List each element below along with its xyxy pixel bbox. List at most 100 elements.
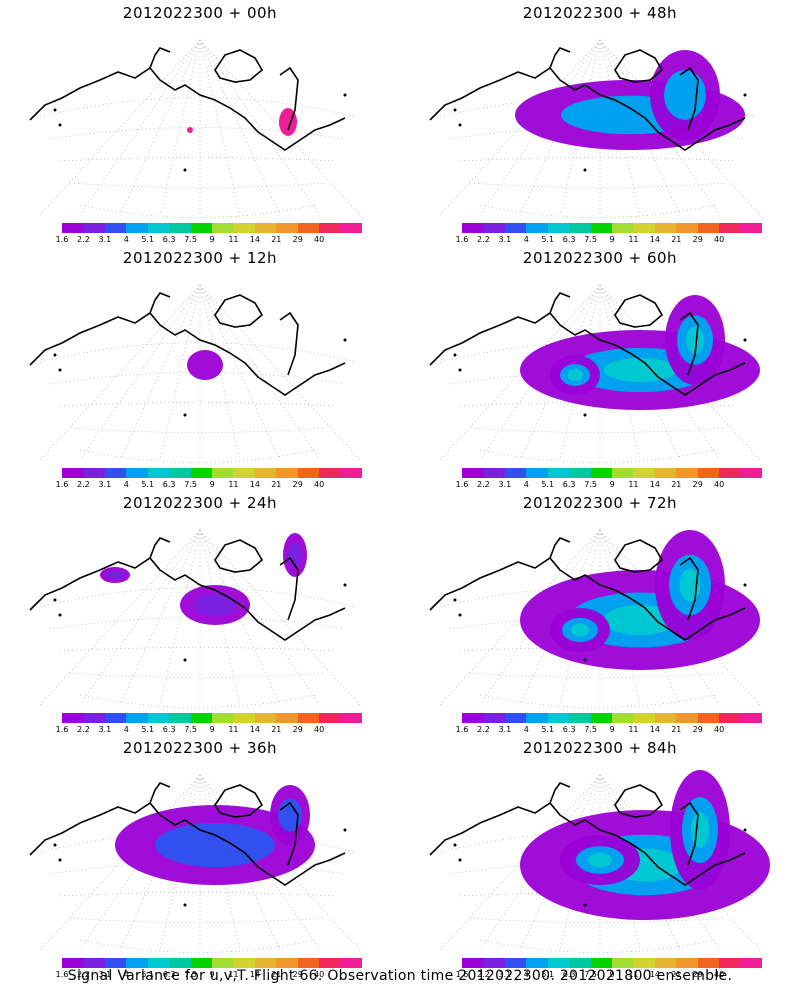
colorbar-swatch — [654, 223, 677, 233]
latitude-line — [69, 672, 326, 678]
island — [583, 658, 587, 662]
colorbar-swatch — [126, 713, 148, 723]
colorbar-swatch — [169, 468, 191, 478]
colorbar — [62, 468, 362, 478]
colorbar-tick-label: 4 — [523, 235, 529, 244]
island — [453, 598, 457, 602]
colorbar-swatch — [697, 223, 720, 233]
longitude-line — [79, 284, 201, 461]
colorbar-tick-label: 29 — [292, 235, 303, 244]
colorbar-tick-label: 1.6 — [455, 480, 469, 489]
colorbar — [62, 223, 362, 233]
colorbar-swatch — [319, 468, 341, 478]
colorbar-swatch — [211, 468, 234, 478]
latitude-line — [79, 449, 316, 463]
colorbar-swatch — [590, 468, 612, 478]
colorbar-swatch — [104, 468, 127, 478]
colorbar-tick-label: 7.5 — [184, 235, 197, 244]
latitude-line — [479, 694, 716, 708]
latitude-line — [79, 939, 316, 953]
colorbar-tick-label: 21 — [671, 970, 682, 979]
colorbar-tick-label: 6.3 — [562, 725, 576, 734]
colorbar-swatch — [340, 468, 362, 478]
colorbar-tick-label: 14 — [249, 725, 260, 734]
colorbar-swatch — [233, 713, 255, 723]
colorbar-swatch — [233, 958, 255, 968]
colorbar-swatch — [697, 958, 720, 968]
colorbar-tick-label: 14 — [649, 235, 660, 244]
colorbar-tick-label: 4 — [123, 970, 129, 979]
panel-24h: 2012022300 + 24h 1.6 2.2 3.1 4 5.1 6.3 7.5 9 11 1… — [0, 490, 400, 735]
island — [583, 168, 587, 172]
island — [58, 123, 62, 127]
island — [458, 858, 462, 862]
colorbar-swatch — [83, 958, 105, 968]
colorbar-swatch — [254, 468, 277, 478]
colorbar-tick-label: 7.5 — [184, 725, 197, 734]
colorbar-tick-label: 5.1 — [541, 235, 555, 244]
colorbar-tick-label: 9 — [209, 235, 215, 244]
colorbar-swatch — [340, 958, 362, 968]
colorbar-swatch — [590, 223, 612, 233]
colorbar-swatch — [190, 713, 212, 723]
colorbar-swatch — [190, 223, 212, 233]
colorbar-swatch — [104, 223, 127, 233]
colorbar-tick-label: 14 — [249, 970, 260, 979]
colorbar-swatch — [147, 223, 170, 233]
variance-peak — [571, 623, 589, 637]
latitude-line — [79, 694, 316, 708]
colorbar-swatch — [340, 713, 362, 723]
variance-core — [664, 70, 706, 120]
colorbar-tick-label: 14 — [249, 480, 260, 489]
colorbar-swatch — [104, 713, 127, 723]
variance-peak — [691, 812, 709, 848]
colorbar-tick-label: 40 — [714, 725, 725, 734]
variance-core — [155, 823, 275, 867]
map — [429, 39, 761, 218]
figure-caption: Signal Variance for u,v,T. Flight 66. Ob… — [67, 968, 733, 984]
colorbar-swatch — [740, 468, 762, 478]
longitude-line — [199, 284, 321, 461]
longitude-line — [119, 284, 201, 461]
longitude-line — [199, 284, 281, 461]
island — [453, 843, 457, 847]
panel-48h: 2012022300 + 48h 1.6 2.2 3.1 4 5.1 6.3 7.5 9 11 1… — [400, 0, 800, 245]
colorbar-tick-label: 4 — [123, 235, 129, 244]
longitude-line — [39, 39, 201, 216]
colorbar-swatch — [547, 468, 570, 478]
colorbar-swatch — [611, 223, 634, 233]
colorbar-tick-label: 5.1 — [141, 725, 155, 734]
colorbar-swatch — [697, 468, 720, 478]
colorbar-swatch — [169, 223, 191, 233]
colorbar-swatch — [126, 223, 148, 233]
colorbar-tick-label: 40 — [314, 970, 325, 979]
longitude-line — [599, 529, 721, 706]
colorbar-swatch — [504, 958, 527, 968]
colorbar-swatch — [633, 713, 655, 723]
island — [743, 338, 747, 342]
island — [58, 613, 62, 617]
colorbar-tick-label: 11 — [228, 970, 239, 979]
island — [183, 658, 187, 662]
colorbar-swatch — [276, 468, 298, 478]
coastline — [429, 292, 746, 396]
colorbar-swatch — [233, 468, 255, 478]
longitude-line — [599, 284, 721, 461]
colorbar-swatch — [569, 713, 591, 723]
longitude-line — [599, 39, 721, 216]
colorbar-tick-label: 29 — [292, 970, 303, 979]
panel-72h: 2012022300 + 72h 1.6 2.2 3.1 4 5.1 6.3 7.5 9 11 1… — [400, 490, 800, 735]
longitude-line — [79, 39, 201, 216]
map — [29, 529, 361, 708]
longitude-line — [479, 284, 601, 461]
colorbar-swatch — [62, 468, 84, 478]
map — [429, 770, 770, 953]
colorbar-swatch — [611, 713, 634, 723]
colorbar-swatch — [483, 468, 505, 478]
island — [458, 368, 462, 372]
variance-core — [106, 570, 124, 580]
island — [343, 338, 347, 342]
colorbar-tick-label: 29 — [692, 725, 703, 734]
coastline — [429, 47, 746, 151]
colorbar-tick-label: 11 — [628, 970, 639, 979]
